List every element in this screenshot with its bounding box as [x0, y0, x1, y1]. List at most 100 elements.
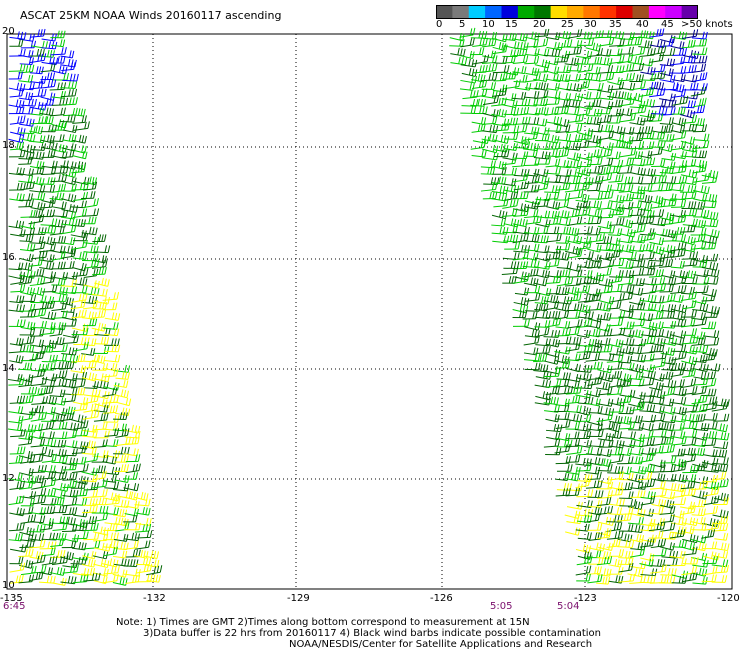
- wind-barb: [51, 455, 68, 464]
- time-label-right-swath-a: 5:05: [490, 601, 513, 612]
- legend-label-50: >50 knots: [681, 19, 733, 30]
- wind-barb: [524, 90, 540, 99]
- wind-barb: [30, 438, 46, 448]
- wind-barb: [20, 286, 36, 296]
- wind-barb: [608, 558, 623, 568]
- wind-barb: [711, 471, 727, 481]
- wind-barb: [124, 540, 139, 550]
- wind-barb: [576, 80, 591, 90]
- wind-barb: [618, 310, 634, 318]
- wind-barb: [39, 449, 54, 458]
- wind-barb: [525, 48, 540, 57]
- wind-barb: [514, 287, 530, 296]
- wind-barb: [9, 295, 25, 304]
- wind-barb: [649, 283, 667, 293]
- wind-barb: [585, 389, 601, 398]
- wind-barb: [51, 90, 66, 99]
- wind-barb: [648, 183, 664, 193]
- wind-barb: [566, 515, 583, 525]
- wind-barb: [596, 497, 612, 507]
- wind-barb: [649, 344, 665, 353]
- wind-barb: [103, 546, 118, 557]
- wind-barb: [586, 361, 603, 370]
- wind-barb: [19, 454, 36, 464]
- wind-barb: [51, 39, 66, 48]
- wind-barb: [492, 160, 507, 170]
- wind-barb: [577, 159, 593, 168]
- wind-barb: [554, 444, 571, 454]
- wind-barb: [691, 83, 708, 91]
- wind-barb: [523, 149, 538, 158]
- wind-barb: [91, 488, 108, 498]
- wind-barb: [92, 470, 107, 481]
- wind-barb: [617, 140, 632, 149]
- wind-barb: [691, 463, 706, 472]
- wind-barb: [649, 311, 664, 320]
- wind-barb: [543, 438, 561, 448]
- wind-barb: [60, 224, 77, 235]
- wind-barb: [502, 252, 520, 261]
- wind-barb: [693, 285, 709, 294]
- wind-barb: [564, 208, 581, 219]
- wind-barb: [49, 567, 66, 576]
- wind-barb: [103, 368, 119, 378]
- wind-barb: [29, 53, 47, 64]
- wind-barb: [585, 42, 602, 52]
- wind-barb: [61, 457, 79, 466]
- wind-barb: [619, 285, 635, 294]
- wind-barb: [608, 481, 623, 491]
- wind-barb: [545, 310, 561, 319]
- wind-barb: [680, 236, 696, 246]
- wind-barb: [681, 114, 698, 124]
- wind-barb: [554, 54, 569, 63]
- wind-barbs: [7, 27, 730, 586]
- wind-barb: [449, 39, 465, 47]
- wind-barb: [691, 312, 706, 321]
- wind-barb: [703, 310, 719, 318]
- wind-barb: [83, 523, 99, 532]
- wind-barb: [555, 302, 570, 312]
- wind-barb: [659, 93, 676, 102]
- wind-barb: [629, 208, 646, 217]
- legend-swatch: [665, 5, 683, 19]
- wind-barb: [41, 354, 58, 363]
- wind-barb: [9, 88, 24, 98]
- wind-barb: [682, 546, 698, 556]
- wind-barb: [692, 164, 707, 174]
- wind-barb: [555, 140, 572, 150]
- wind-barb: [41, 284, 58, 293]
- wind-barb: [650, 373, 665, 382]
- wind-barb: [72, 441, 89, 450]
- wind-barb: [630, 465, 647, 475]
- wind-barb: [567, 28, 583, 39]
- wind-barb: [575, 181, 591, 192]
- wind-barb: [9, 480, 26, 491]
- wind-barb: [82, 338, 97, 347]
- wind-barb: [659, 165, 675, 174]
- wind-barb: [102, 573, 119, 584]
- wind-barb: [648, 146, 664, 157]
- wind-barb: [607, 370, 623, 379]
- wind-barb: [648, 405, 665, 414]
- wind-barb: [576, 406, 592, 416]
- wind-barb: [62, 480, 78, 488]
- wind-barb: [576, 372, 592, 382]
- wind-barb: [523, 277, 539, 287]
- wind-barb: [9, 522, 25, 532]
- wind-barb: [51, 209, 69, 218]
- wind-barb: [682, 534, 699, 544]
- wind-barb: [8, 319, 26, 328]
- wind-barb: [576, 226, 593, 235]
- wind-barb: [72, 182, 90, 191]
- wind-barb: [606, 538, 621, 548]
- legend-swatch: [550, 5, 568, 19]
- wind-barb: [72, 150, 88, 160]
- wind-barb: [637, 471, 653, 481]
- wind-barb: [659, 371, 674, 380]
- wind-barb: [608, 338, 624, 348]
- wind-barb: [638, 508, 654, 517]
- wind-barb: [459, 82, 475, 91]
- wind-barb: [565, 342, 581, 352]
- wind-barb: [556, 385, 574, 395]
- wind-barb: [711, 575, 728, 583]
